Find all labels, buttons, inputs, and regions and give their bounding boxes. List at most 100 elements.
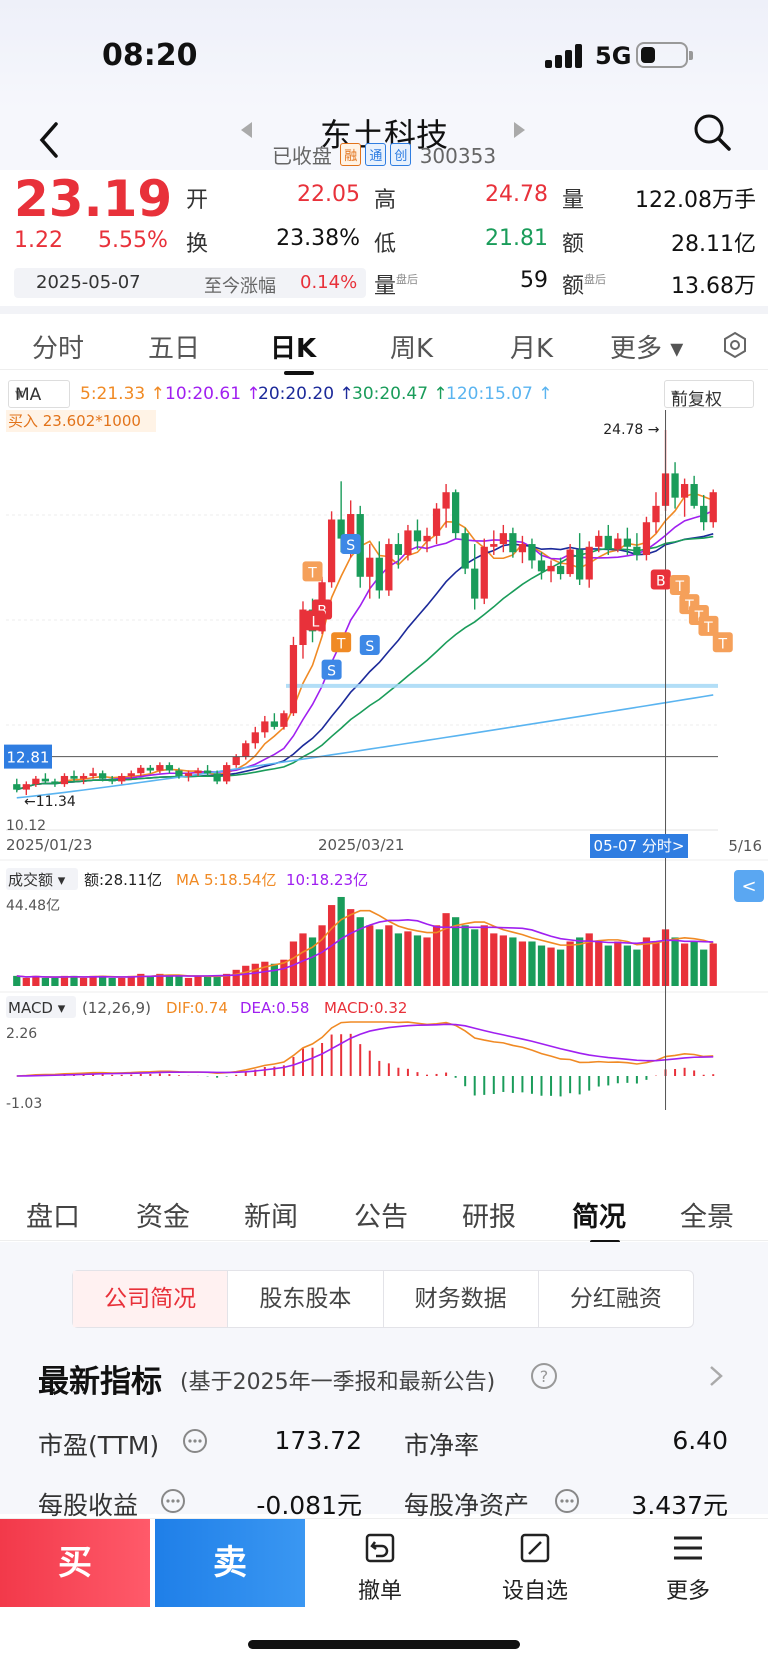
candle-body bbox=[175, 770, 183, 776]
stock-chart[interactable]: 成交额 ▾ 额:28.11亿 MA 5:18.54亿 10:18.23亿 44.48亿 <… bbox=[0, 410, 768, 1180]
candle-body bbox=[366, 557, 374, 577]
volume-bar bbox=[32, 975, 40, 986]
after-amount-label: 额盘后 bbox=[562, 268, 606, 300]
volume-bar bbox=[356, 917, 364, 986]
tab-announcements[interactable]: 公告 bbox=[354, 1202, 408, 1233]
candle-body bbox=[394, 544, 403, 555]
date-box[interactable]: 2025-05-07 至今涨幅 0.14% bbox=[14, 268, 366, 298]
more-button[interactable]: 更多 bbox=[628, 1519, 748, 1607]
tab-monthly-k[interactable]: 月K bbox=[510, 334, 554, 364]
sell-button[interactable]: 卖 bbox=[155, 1519, 305, 1607]
next-stock-icon[interactable] bbox=[512, 120, 528, 140]
candle-body bbox=[652, 505, 660, 523]
macd-params: (12,26,9) bbox=[82, 999, 151, 1017]
trade-marker bbox=[712, 632, 733, 653]
volume-bar bbox=[51, 977, 59, 986]
tab-news[interactable]: 新闻 bbox=[244, 1202, 298, 1233]
trade-marker-label: T bbox=[336, 636, 346, 652]
volume-bar bbox=[146, 975, 154, 986]
candle-body bbox=[423, 535, 431, 542]
candle-body bbox=[70, 775, 78, 779]
candle-body bbox=[203, 770, 212, 774]
tab-daily-k[interactable]: 日K bbox=[270, 328, 316, 375]
macd-max: 2.26 bbox=[6, 1026, 37, 1042]
candle-body bbox=[604, 535, 612, 550]
volume-bar bbox=[289, 941, 298, 986]
indicator-select[interactable]: MA ▼ bbox=[8, 380, 70, 408]
bvps-info-icon[interactable] bbox=[554, 1488, 580, 1514]
tab-intraday[interactable]: 分时 bbox=[32, 334, 85, 364]
segment-shareholders[interactable]: 股东股本 bbox=[228, 1271, 384, 1327]
volume-bar bbox=[528, 941, 536, 986]
cancel-order-button[interactable]: 撤单 bbox=[320, 1519, 440, 1607]
tag-connect: 通 bbox=[365, 143, 387, 166]
price-tag-label: 12.81 bbox=[7, 749, 50, 767]
volume-bar bbox=[547, 947, 555, 986]
turnover-value: 23.38% bbox=[276, 226, 360, 251]
help-icon[interactable]: ? bbox=[530, 1362, 558, 1390]
trade-marker bbox=[321, 659, 342, 680]
annotation-bg bbox=[6, 410, 156, 432]
since-pct: 0.14% bbox=[300, 272, 358, 293]
candle-body bbox=[556, 565, 565, 575]
candle-body bbox=[41, 778, 50, 782]
volume-bar bbox=[585, 933, 593, 986]
candle-body bbox=[490, 544, 498, 547]
trade-marker-label: T bbox=[717, 636, 727, 652]
volume-select: 成交额 ▾ bbox=[8, 871, 66, 889]
candle-body bbox=[60, 775, 69, 785]
tab-five-day[interactable]: 五日 bbox=[148, 334, 201, 364]
tab-weekly-k[interactable]: 周K bbox=[390, 334, 434, 364]
back-icon[interactable] bbox=[30, 120, 70, 160]
min-price-label: 10.12 bbox=[6, 818, 46, 834]
tab-capital[interactable]: 资金 bbox=[136, 1202, 190, 1233]
low-label: 低 bbox=[374, 232, 397, 257]
tab-more[interactable]: 更多 ▾ bbox=[610, 334, 684, 364]
volume-bar bbox=[280, 959, 288, 986]
volume-bar bbox=[604, 945, 612, 986]
segment-dividends[interactable]: 分红融资 bbox=[569, 1286, 662, 1312]
tab-overview[interactable]: 全景 bbox=[680, 1202, 734, 1233]
kline-tabs: 分时 五日 日K 周K 月K 更多 ▾ bbox=[0, 320, 768, 375]
volume-bar bbox=[366, 925, 374, 986]
candle-body bbox=[22, 784, 30, 790]
chart-settings-icon[interactable] bbox=[720, 330, 750, 360]
segment-company-profile[interactable]: 公司简况 bbox=[73, 1271, 229, 1327]
trade-marker-label: L bbox=[311, 614, 319, 630]
candle-body bbox=[299, 609, 307, 646]
chevron-right-icon[interactable] bbox=[706, 1364, 726, 1388]
candle-body bbox=[251, 732, 259, 744]
candle-body bbox=[709, 492, 717, 523]
volume-bar bbox=[404, 931, 412, 986]
ma5-value: 5:21.33 ↑ bbox=[80, 384, 165, 404]
tab-research[interactable]: 研报 bbox=[462, 1202, 516, 1233]
candle-body bbox=[146, 767, 154, 771]
eps-info-icon[interactable] bbox=[160, 1488, 186, 1514]
tab-order-book[interactable]: 盘口 bbox=[26, 1202, 80, 1233]
pe-info-icon[interactable] bbox=[182, 1428, 208, 1454]
home-indicator bbox=[248, 1640, 520, 1649]
menu-icon bbox=[674, 1536, 702, 1560]
segment-financials[interactable]: 财务数据 bbox=[384, 1271, 539, 1327]
candle-body bbox=[547, 565, 555, 572]
add-watchlist-button[interactable]: 设自选 bbox=[475, 1519, 595, 1607]
buy-button[interactable]: 买 bbox=[0, 1519, 150, 1607]
candle-body bbox=[79, 775, 88, 779]
stock-code: 300353 bbox=[419, 144, 497, 168]
volume-bar bbox=[413, 935, 422, 986]
candle-body bbox=[13, 784, 21, 790]
trade-marker-label: T bbox=[307, 565, 317, 581]
volume-bar bbox=[318, 925, 326, 986]
ma-legend: MA ▼ 5:21.33 ↑ 10:20.61 ↑ 20:20.20 ↑ 30:… bbox=[0, 380, 768, 410]
ma10-line bbox=[16, 509, 714, 791]
candle-body bbox=[614, 538, 622, 550]
search-icon[interactable] bbox=[690, 110, 734, 154]
prev-stock-icon[interactable] bbox=[238, 120, 254, 140]
adjust-select[interactable]: 前复权 ▼ bbox=[664, 380, 754, 410]
candle-body bbox=[518, 544, 527, 553]
candle-body bbox=[623, 538, 631, 547]
tab-profile[interactable]: 简况 bbox=[572, 1195, 626, 1244]
price-tag-bg bbox=[4, 744, 52, 769]
stock-header: 东土科技 已收盘 融通创 300353 bbox=[0, 110, 768, 170]
macd-dea-line bbox=[16, 1023, 714, 1077]
